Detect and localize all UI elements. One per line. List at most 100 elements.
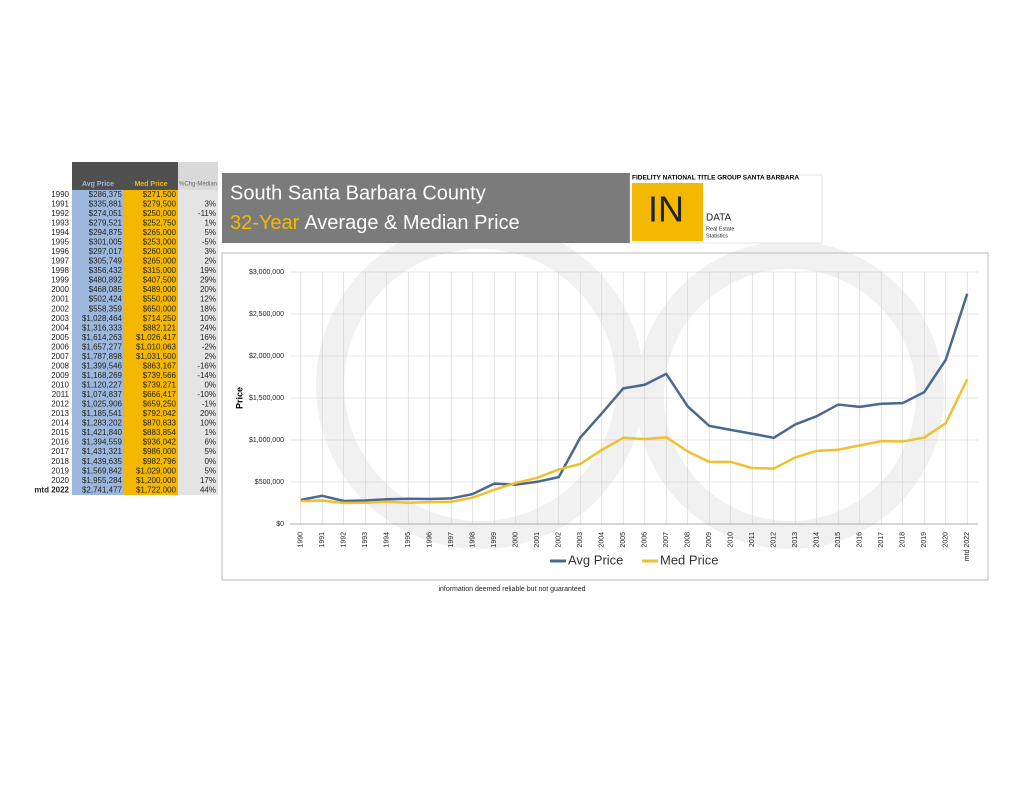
header-box <box>222 173 630 243</box>
x-tick-label: 2003 <box>577 532 584 548</box>
table-avg: $1,394,559 <box>82 438 123 447</box>
table-avg: $1,787,898 <box>82 352 123 361</box>
table-pct: 17% <box>200 476 216 485</box>
table-year: 2004 <box>51 323 69 332</box>
x-tick-label: 2005 <box>620 532 627 548</box>
table-med: $550,000 <box>143 295 177 304</box>
table-year: 1996 <box>51 247 69 256</box>
y-tick-label: $500,000 <box>255 479 284 486</box>
table-avg: $356,432 <box>89 266 123 275</box>
table-avg: $480,892 <box>89 276 123 285</box>
x-tick-label: 2015 <box>835 532 842 548</box>
table-year: 1994 <box>51 228 69 237</box>
table-avg: $1,283,202 <box>82 419 123 428</box>
table-pct: 1% <box>204 218 216 227</box>
logo-mark-box <box>632 183 703 241</box>
table-year: 2000 <box>51 285 69 294</box>
x-tick-label: 1996 <box>427 532 434 548</box>
x-tick-label: 2007 <box>663 532 670 548</box>
table-year: 2009 <box>51 371 69 380</box>
table-pct: 20% <box>200 409 216 418</box>
watermark <box>636 241 944 549</box>
x-tick-label: 2008 <box>685 532 692 548</box>
table-med: $315,000 <box>143 266 177 275</box>
table-year: 1999 <box>51 276 69 285</box>
table-med: $1,029,000 <box>136 466 177 475</box>
footer-note: information deemed reliable but not guar… <box>438 586 585 593</box>
table-pct: -14% <box>197 371 216 380</box>
table-med: $265,000 <box>143 257 177 266</box>
table-header-bg <box>178 162 218 190</box>
table-avg: $1,439,635 <box>82 457 123 466</box>
table-med: $253,000 <box>143 238 177 247</box>
table-year: 2019 <box>51 466 69 475</box>
table-med: $279,500 <box>143 199 177 208</box>
y-tick-label: $1,500,000 <box>249 395 284 402</box>
x-tick-label: 1997 <box>448 532 455 548</box>
x-tick-label: 1999 <box>491 532 498 548</box>
table-pct: 5% <box>204 466 216 475</box>
table-avg: $1,614,263 <box>82 333 123 342</box>
table-med: $1,031,500 <box>136 352 177 361</box>
table-med: $986,000 <box>143 447 177 456</box>
table-med: $260,000 <box>143 247 177 256</box>
table-pct: 16% <box>200 333 216 342</box>
x-tick-label: 2004 <box>599 532 606 548</box>
table-avg: $286,375 <box>89 190 123 199</box>
table-avg: $502,424 <box>89 295 123 304</box>
table-med: $1,026,417 <box>136 333 177 342</box>
table-year: 1990 <box>51 190 69 199</box>
table-avg: $1,421,840 <box>82 428 123 437</box>
table-pct: 3% <box>204 247 216 256</box>
table-pct: 12% <box>200 295 216 304</box>
x-tick-label: 2017 <box>878 532 885 548</box>
table-pct: 10% <box>200 419 216 428</box>
table-header: Med Price <box>134 181 167 188</box>
series-line <box>300 378 969 505</box>
x-tick-label: 2016 <box>857 532 864 548</box>
table-header: Avg Price <box>82 181 114 188</box>
table-pct: 20% <box>200 285 216 294</box>
table-avg: $558,359 <box>89 304 123 313</box>
x-tick-label: 1994 <box>384 532 391 548</box>
x-tick-label: 2000 <box>513 532 520 548</box>
x-tick-label: 2002 <box>556 532 563 548</box>
pct-col-bg <box>178 190 218 495</box>
table-pct: 18% <box>200 304 216 313</box>
med-col-bg <box>124 190 178 495</box>
table-pct: -16% <box>197 361 216 370</box>
series-line <box>300 293 969 503</box>
table-avg: $1,399,546 <box>82 361 123 370</box>
table-year: 2020 <box>51 476 69 485</box>
table-pct: 10% <box>200 314 216 323</box>
table-pct: 5% <box>204 228 216 237</box>
logo-line: Real Estate <box>706 226 734 232</box>
table-med: $739,271 <box>143 381 177 390</box>
table-med: $739,566 <box>143 371 177 380</box>
table-pct: 29% <box>200 276 216 285</box>
x-tick-label: 1990 <box>298 532 305 548</box>
table-avg: $305,749 <box>89 257 123 266</box>
table-pct: 3% <box>204 199 216 208</box>
y-tick-label: $2,500,000 <box>249 311 284 318</box>
table-year: 1992 <box>51 209 69 218</box>
legend-label: Med Price <box>660 552 719 567</box>
x-tick-label: mtd 2022 <box>964 532 971 561</box>
subtitle-highlight: 32-Year <box>230 212 300 234</box>
table-avg: $1,431,321 <box>82 447 123 456</box>
chart-frame <box>221 252 989 581</box>
y-tick-label: $0 <box>276 521 284 528</box>
subtitle: Average & Median Price <box>304 212 519 234</box>
table-avg: $1,120,227 <box>82 381 123 390</box>
table-pct: 6% <box>204 438 216 447</box>
logo-company: FIDELITY NATIONAL TITLE GROUP SANTA BARB… <box>632 175 799 182</box>
table-pct: 0% <box>204 381 216 390</box>
table-year: 2012 <box>51 400 69 409</box>
table-year: mtd 2022 <box>34 485 69 494</box>
legend-label: Avg Price <box>568 552 623 567</box>
x-tick-label: 2012 <box>771 532 778 548</box>
table-med: $1,200,000 <box>136 476 177 485</box>
table-year: 2011 <box>52 390 70 399</box>
table-med: $792,042 <box>143 409 177 418</box>
